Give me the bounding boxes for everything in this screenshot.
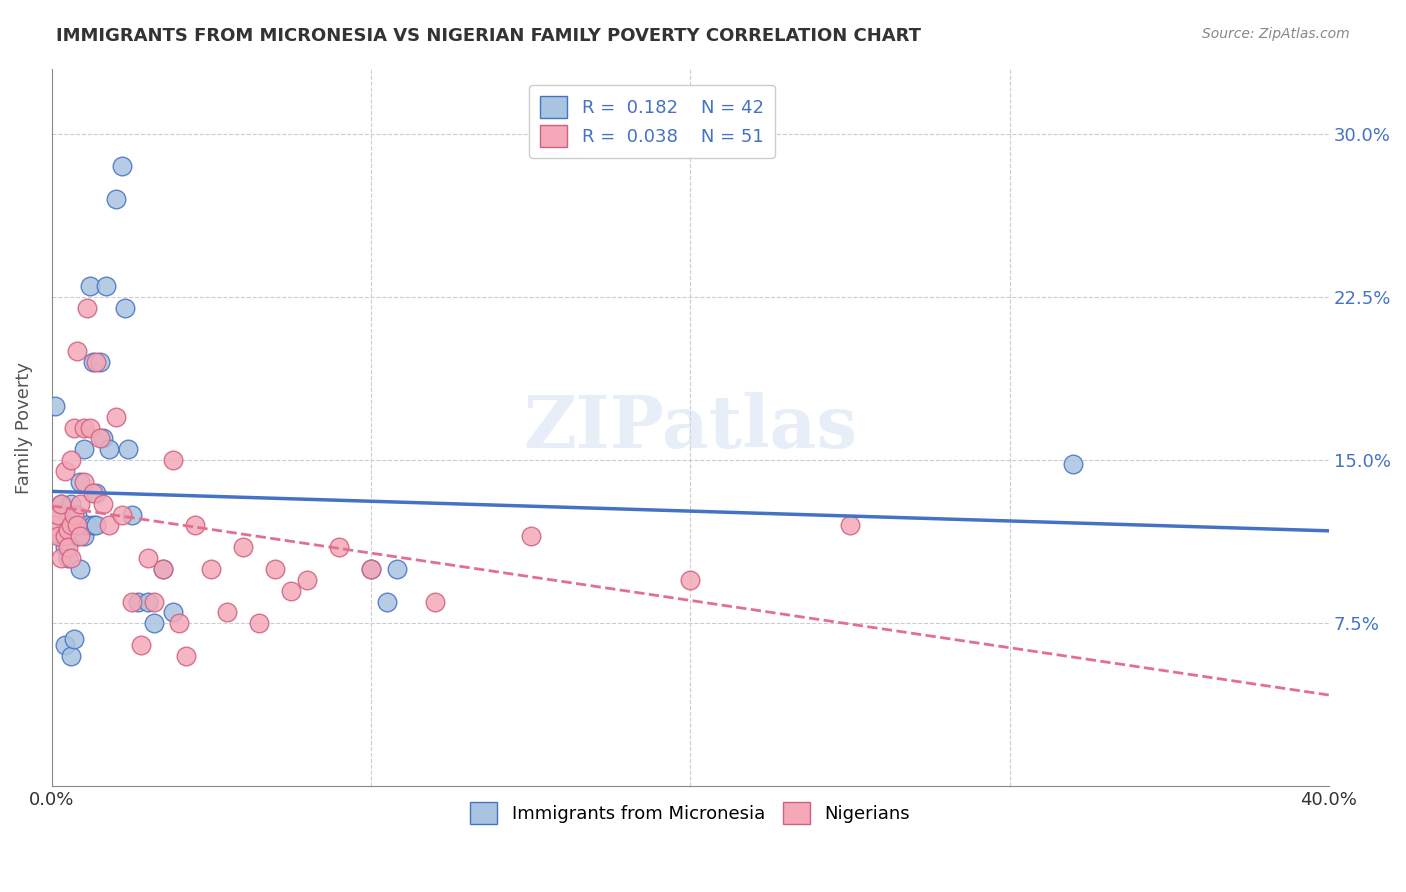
Point bbox=[73, 420, 96, 434]
Point bbox=[184, 518, 207, 533]
Point bbox=[59, 497, 82, 511]
Point bbox=[121, 594, 143, 608]
Point bbox=[89, 431, 111, 445]
Point bbox=[98, 518, 121, 533]
Point bbox=[1062, 458, 1084, 472]
Point bbox=[69, 497, 91, 511]
Text: IMMIGRANTS FROM MICRONESIA VS NIGERIAN FAMILY POVERTY CORRELATION CHART: IMMIGRANTS FROM MICRONESIA VS NIGERIAN F… bbox=[56, 27, 921, 45]
Point bbox=[51, 529, 73, 543]
Point bbox=[217, 606, 239, 620]
Point bbox=[69, 529, 91, 543]
Point bbox=[46, 508, 69, 522]
Point bbox=[136, 594, 159, 608]
Point bbox=[73, 529, 96, 543]
Point bbox=[104, 409, 127, 424]
Point bbox=[86, 485, 108, 500]
Point bbox=[385, 562, 408, 576]
Point bbox=[86, 355, 108, 369]
Point bbox=[89, 355, 111, 369]
Point bbox=[76, 301, 98, 315]
Point bbox=[111, 508, 134, 522]
Point bbox=[66, 529, 89, 543]
Point bbox=[98, 442, 121, 457]
Point bbox=[56, 523, 79, 537]
Point bbox=[59, 551, 82, 566]
Point bbox=[142, 616, 165, 631]
Point bbox=[264, 562, 287, 576]
Point bbox=[59, 453, 82, 467]
Point bbox=[59, 518, 82, 533]
Point bbox=[169, 616, 191, 631]
Point bbox=[59, 648, 82, 663]
Point bbox=[232, 540, 254, 554]
Point bbox=[142, 594, 165, 608]
Point bbox=[152, 562, 174, 576]
Point bbox=[66, 518, 89, 533]
Point bbox=[82, 355, 104, 369]
Point bbox=[91, 431, 114, 445]
Text: Source: ZipAtlas.com: Source: ZipAtlas.com bbox=[1202, 27, 1350, 41]
Point bbox=[53, 540, 76, 554]
Point bbox=[73, 442, 96, 457]
Point bbox=[53, 638, 76, 652]
Point bbox=[328, 540, 350, 554]
Point bbox=[111, 160, 134, 174]
Point bbox=[79, 420, 101, 434]
Point bbox=[69, 562, 91, 576]
Point bbox=[247, 616, 270, 631]
Point bbox=[152, 562, 174, 576]
Point bbox=[360, 562, 382, 576]
Point bbox=[82, 518, 104, 533]
Point bbox=[162, 606, 184, 620]
Point bbox=[91, 497, 114, 511]
Point bbox=[117, 442, 139, 457]
Point bbox=[69, 475, 91, 489]
Point bbox=[44, 399, 66, 413]
Point bbox=[46, 508, 69, 522]
Point bbox=[838, 518, 860, 533]
Point bbox=[53, 464, 76, 478]
Y-axis label: Family Poverty: Family Poverty bbox=[15, 361, 32, 493]
Point bbox=[76, 518, 98, 533]
Point bbox=[127, 594, 149, 608]
Point bbox=[136, 551, 159, 566]
Point bbox=[56, 523, 79, 537]
Point bbox=[295, 573, 318, 587]
Point bbox=[46, 529, 69, 543]
Point bbox=[174, 648, 197, 663]
Point bbox=[53, 529, 76, 543]
Point bbox=[56, 551, 79, 566]
Point bbox=[114, 301, 136, 315]
Text: ZIPatlas: ZIPatlas bbox=[523, 392, 858, 463]
Point bbox=[51, 497, 73, 511]
Point bbox=[82, 485, 104, 500]
Point bbox=[63, 518, 86, 533]
Point bbox=[51, 551, 73, 566]
Point bbox=[679, 573, 702, 587]
Point bbox=[375, 594, 398, 608]
Point bbox=[280, 583, 302, 598]
Point bbox=[66, 344, 89, 359]
Point bbox=[129, 638, 152, 652]
Point bbox=[94, 279, 117, 293]
Point bbox=[56, 540, 79, 554]
Point bbox=[121, 508, 143, 522]
Point bbox=[79, 279, 101, 293]
Point bbox=[423, 594, 446, 608]
Point bbox=[63, 508, 86, 522]
Point bbox=[519, 529, 541, 543]
Point bbox=[104, 192, 127, 206]
Legend: Immigrants from Micronesia, Nigerians: Immigrants from Micronesia, Nigerians bbox=[460, 791, 921, 835]
Point bbox=[162, 453, 184, 467]
Point bbox=[86, 518, 108, 533]
Point bbox=[51, 497, 73, 511]
Point bbox=[63, 632, 86, 646]
Point bbox=[44, 518, 66, 533]
Point bbox=[63, 420, 86, 434]
Point bbox=[360, 562, 382, 576]
Point bbox=[73, 475, 96, 489]
Point bbox=[200, 562, 222, 576]
Point bbox=[66, 508, 89, 522]
